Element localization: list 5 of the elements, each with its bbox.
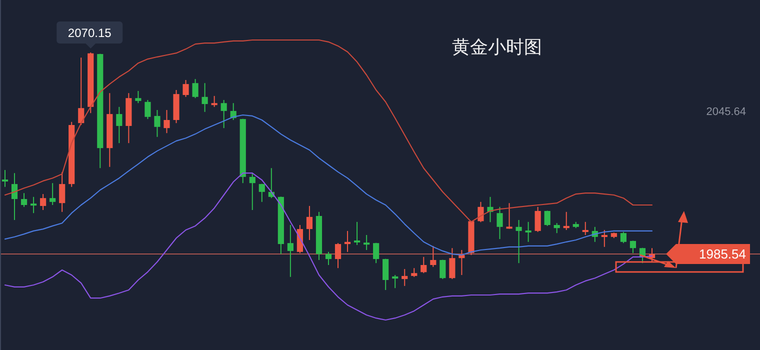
y-tick-label: 2045.64 xyxy=(706,106,746,118)
y-tick-label: 1985.54 xyxy=(699,246,746,262)
text: 黄金小时图 xyxy=(452,37,542,57)
high-label: 2070.15 xyxy=(56,22,123,48)
annotation: 2070.15 xyxy=(68,26,112,40)
